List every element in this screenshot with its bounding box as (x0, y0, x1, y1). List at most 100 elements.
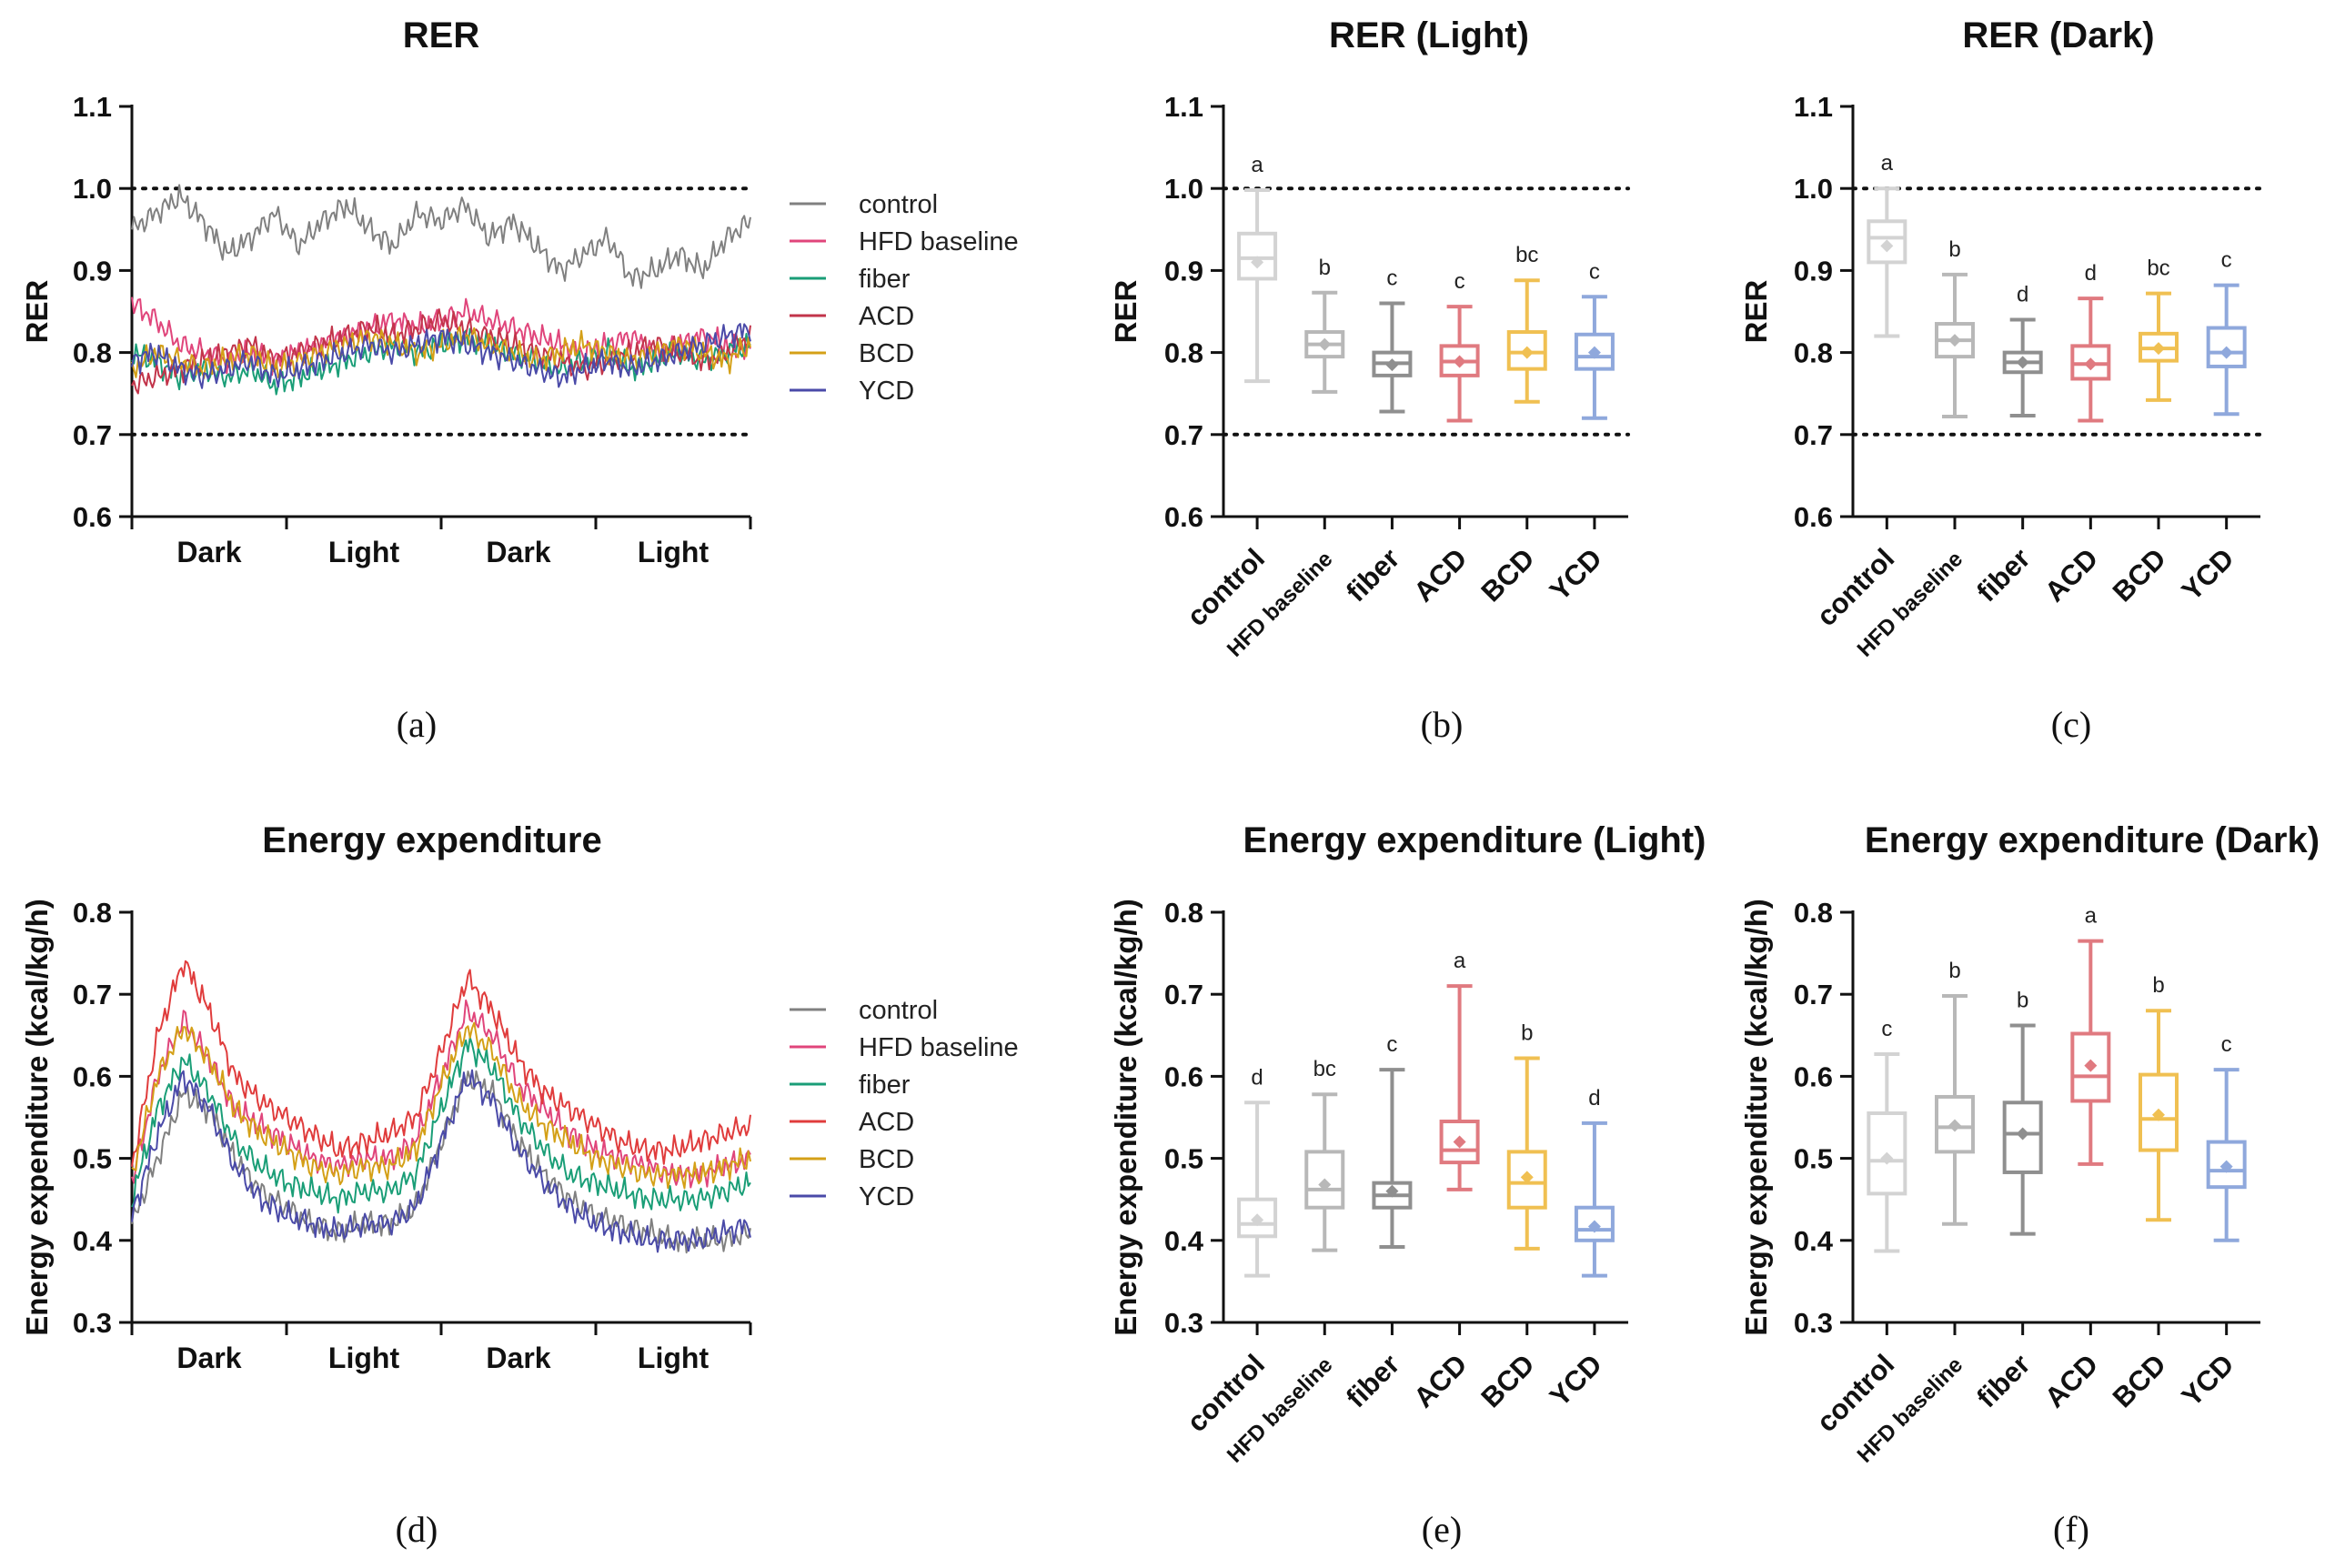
y-tick-label: 1.1 (73, 91, 112, 123)
x-category-label: fiber (1970, 542, 2036, 608)
box-mean-marker (1251, 1213, 1264, 1227)
y-tick-label: 0.8 (73, 337, 112, 369)
box-mean-marker (1318, 337, 1332, 351)
x-category-label: Dark (486, 1342, 550, 1374)
series-line-control (131, 184, 751, 289)
significance-letter: b (1948, 237, 1960, 262)
significance-letter: b (1319, 256, 1331, 280)
chart-title: Energy expenditure (Dark) (1865, 820, 2320, 860)
box-mean-marker (1948, 334, 1961, 347)
box-iqr (2002, 1101, 2043, 1174)
significance-letter: c (1881, 1017, 1892, 1041)
box-ycd: c (1574, 259, 1615, 420)
y-tick-label: 0.9 (1164, 255, 1203, 286)
box-fiber: c (1372, 1032, 1413, 1250)
y-tick-label: 0.5 (1164, 1143, 1203, 1175)
y-tick-label: 0.7 (73, 979, 112, 1010)
legend-label: ACD (859, 302, 914, 331)
box-hfd-baseline: b (1935, 959, 1975, 1226)
box-mean-marker (1880, 1151, 1894, 1165)
x-category-label: ACD (2038, 1348, 2104, 1413)
box-acd: a (2070, 904, 2111, 1166)
y-tick-label: 0.8 (1794, 337, 1833, 369)
y-tick-label: 0.6 (1164, 1060, 1203, 1092)
chart-title: RER (403, 15, 480, 55)
panel-label: (f) (2053, 1509, 2089, 1550)
chart-title: Energy expenditure (262, 820, 601, 860)
y-tick-label: 0.6 (73, 1060, 112, 1092)
significance-letter: c (2221, 1032, 2232, 1057)
significance-letter: d (2017, 283, 2028, 307)
significance-letter: a (1251, 153, 1263, 177)
significance-letter: b (2017, 988, 2028, 1012)
significance-letter: b (1948, 959, 1960, 983)
y-tick-label: 0.8 (1164, 337, 1203, 369)
box-iqr (1506, 330, 1547, 371)
y-tick-label: 0.9 (73, 255, 112, 286)
legend-label: BCD (859, 339, 914, 368)
box-fiber: d (2002, 283, 2043, 418)
box-mean-marker (1520, 1171, 1534, 1184)
box-mean-marker (2084, 1059, 2098, 1072)
box-mean-marker (2152, 342, 2165, 356)
box-mean-marker (1520, 346, 1534, 359)
box-control: a (1237, 153, 1278, 384)
box-hfd-baseline: b (1304, 256, 1345, 394)
x-category-label: YCD (2176, 542, 2240, 607)
series-line-acd (131, 308, 751, 395)
y-tick-label: 1.0 (1794, 173, 1833, 205)
y-tick-label: 0.7 (1164, 419, 1203, 451)
box-mean-marker (2016, 1127, 2029, 1141)
legend-label: fiber (859, 1070, 911, 1100)
series-line-bcd (131, 1021, 751, 1190)
y-tick-label: 0.4 (1794, 1225, 1834, 1257)
chart-title: RER (Light) (1329, 15, 1529, 55)
significance-letter: c (1454, 269, 1465, 294)
box-iqr (1935, 1094, 1975, 1154)
x-category-label: fiber (1340, 542, 1405, 608)
series-line-acd (131, 960, 751, 1167)
y-tick-label: 0.7 (1794, 979, 1833, 1010)
x-category-label: YCD (1544, 1348, 1608, 1412)
series-line-hfd-baseline (131, 999, 751, 1189)
legend-label: ACD (859, 1108, 914, 1137)
panel-b: RER (Light)0.60.70.80.91.01.1RER(b)acont… (1109, 15, 1630, 745)
y-axis-label: RER (1739, 280, 1773, 344)
y-axis-label: Energy expenditure (kcal/kg/h) (1739, 899, 1773, 1335)
y-tick-label: 0.6 (1794, 1060, 1833, 1092)
panel-c: RER (Dark)0.60.70.80.91.01.1RER(c)acontr… (1739, 15, 2262, 745)
significance-letter: c (1386, 266, 1397, 290)
y-tick-label: 0.7 (73, 419, 112, 451)
significance-letter: c (1589, 259, 1600, 284)
box-iqr (1237, 231, 1278, 281)
box-iqr (1574, 1205, 1615, 1242)
box-hfd-baseline: bc (1304, 1057, 1345, 1252)
y-tick-label: 1.1 (1164, 91, 1203, 123)
y-tick-label: 1.0 (73, 173, 112, 205)
box-ycd: c (2206, 248, 2247, 417)
legend-label: BCD (859, 1145, 914, 1174)
box-control: d (1237, 1065, 1278, 1278)
box-ycd: d (1574, 1086, 1615, 1278)
box-mean-marker (2219, 346, 2233, 359)
y-tick-label: 0.6 (73, 501, 112, 533)
significance-letter: b (2152, 973, 2164, 998)
significance-letter: a (1881, 151, 1894, 176)
y-axis-label: RER (1109, 280, 1142, 344)
box-iqr (1506, 1150, 1547, 1210)
series-line-fiber (131, 1036, 751, 1214)
box-ycd: c (2206, 1032, 2247, 1242)
x-category-label: BCD (2107, 542, 2172, 608)
series-line-ycd (131, 1069, 751, 1253)
x-category-label: Light (638, 536, 710, 568)
panel-label: (b) (1421, 704, 1464, 745)
panel-label: (e) (1422, 1509, 1462, 1550)
box-iqr (2139, 1072, 2179, 1152)
x-category-label: fiber (1340, 1348, 1405, 1413)
x-category-label: Light (328, 536, 400, 568)
x-category-label: Dark (176, 1342, 241, 1374)
y-tick-label: 0.3 (1794, 1307, 1833, 1339)
panel-label: (a) (397, 704, 437, 745)
y-tick-label: 0.5 (73, 1143, 112, 1175)
